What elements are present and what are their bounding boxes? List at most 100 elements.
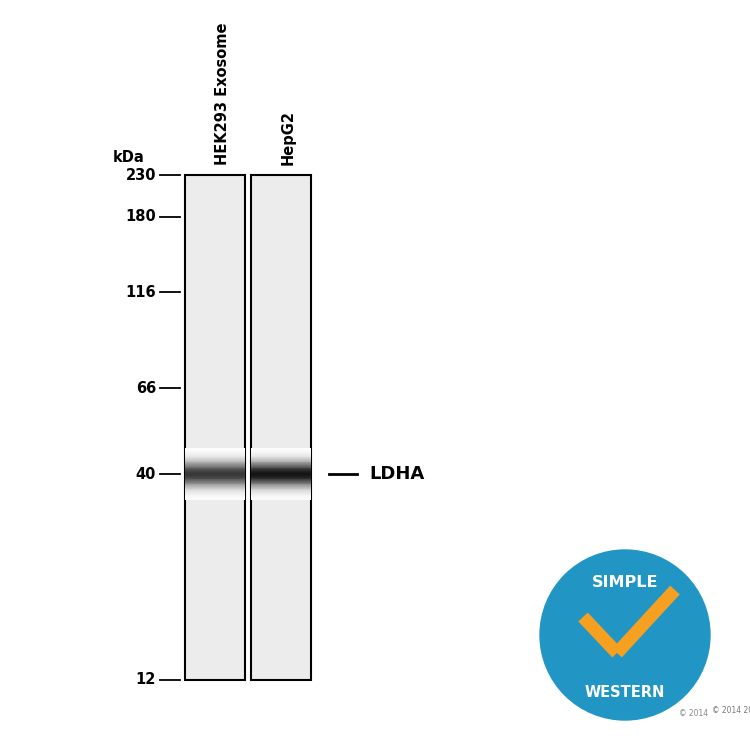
Bar bbox=[251, 455, 311, 456]
Bar bbox=[185, 465, 245, 466]
Bar bbox=[251, 465, 311, 466]
Bar bbox=[185, 492, 245, 493]
Bar bbox=[251, 448, 311, 449]
Bar bbox=[185, 495, 245, 496]
Bar bbox=[185, 479, 245, 480]
Bar bbox=[185, 482, 245, 483]
Text: 40: 40 bbox=[136, 466, 156, 482]
Bar bbox=[185, 466, 245, 467]
Text: 230: 230 bbox=[125, 167, 156, 182]
Bar bbox=[251, 464, 311, 465]
Bar bbox=[185, 472, 245, 473]
Bar bbox=[251, 456, 311, 457]
Bar bbox=[251, 493, 311, 494]
Bar bbox=[251, 499, 311, 500]
Bar bbox=[251, 467, 311, 469]
Bar bbox=[185, 476, 245, 477]
Bar bbox=[185, 498, 245, 499]
Bar bbox=[185, 449, 245, 450]
Bar bbox=[185, 471, 245, 472]
Bar bbox=[251, 486, 311, 487]
Bar bbox=[251, 496, 311, 497]
Bar bbox=[185, 478, 245, 479]
Bar bbox=[251, 476, 311, 477]
Bar bbox=[185, 458, 245, 459]
Bar bbox=[251, 458, 311, 459]
Bar bbox=[251, 466, 311, 467]
Bar bbox=[251, 482, 311, 483]
Bar bbox=[185, 455, 245, 456]
Bar bbox=[251, 457, 311, 458]
Polygon shape bbox=[578, 613, 622, 658]
Bar bbox=[251, 472, 311, 473]
Bar bbox=[185, 473, 245, 474]
Bar bbox=[185, 496, 245, 497]
Bar bbox=[185, 453, 245, 454]
Bar bbox=[251, 479, 311, 480]
Bar bbox=[251, 483, 311, 484]
Bar bbox=[185, 494, 245, 495]
Bar bbox=[251, 452, 311, 453]
Bar bbox=[185, 175, 245, 680]
Bar bbox=[251, 494, 311, 495]
Bar bbox=[185, 474, 245, 476]
Bar bbox=[251, 453, 311, 454]
Text: 180: 180 bbox=[125, 209, 156, 224]
Bar bbox=[185, 480, 245, 481]
Bar bbox=[185, 493, 245, 494]
Bar bbox=[185, 457, 245, 458]
Bar bbox=[185, 497, 245, 498]
Bar bbox=[251, 492, 311, 493]
Bar bbox=[185, 486, 245, 487]
Text: HEK293 Exosome: HEK293 Exosome bbox=[215, 22, 230, 165]
Bar bbox=[185, 488, 245, 490]
Bar bbox=[185, 490, 245, 491]
Bar bbox=[251, 450, 311, 451]
Bar bbox=[251, 175, 311, 680]
Bar bbox=[185, 452, 245, 453]
Text: 116: 116 bbox=[125, 284, 156, 299]
Bar bbox=[251, 488, 311, 490]
Bar bbox=[251, 484, 311, 485]
Bar bbox=[251, 449, 311, 450]
Bar bbox=[251, 473, 311, 474]
Bar bbox=[185, 491, 245, 492]
Bar bbox=[185, 477, 245, 478]
Bar bbox=[251, 469, 311, 470]
Bar bbox=[185, 464, 245, 465]
Bar bbox=[251, 498, 311, 499]
Bar bbox=[251, 491, 311, 492]
Bar bbox=[251, 485, 311, 486]
Bar bbox=[185, 469, 245, 470]
Bar bbox=[251, 459, 311, 460]
Bar bbox=[251, 471, 311, 472]
Bar bbox=[185, 499, 245, 500]
Bar bbox=[185, 451, 245, 452]
Bar bbox=[251, 462, 311, 463]
Bar bbox=[251, 460, 311, 462]
Bar bbox=[185, 484, 245, 485]
Bar bbox=[185, 470, 245, 471]
Bar bbox=[185, 459, 245, 460]
Text: © 2014 2014: © 2014 2014 bbox=[712, 706, 750, 715]
Polygon shape bbox=[612, 586, 680, 658]
Text: LDHA: LDHA bbox=[369, 465, 424, 483]
Bar bbox=[251, 451, 311, 452]
Bar bbox=[185, 448, 245, 449]
Bar bbox=[251, 470, 311, 471]
Bar bbox=[185, 481, 245, 482]
Bar bbox=[251, 497, 311, 498]
Circle shape bbox=[540, 550, 710, 720]
Bar bbox=[185, 450, 245, 451]
Text: WESTERN: WESTERN bbox=[585, 686, 665, 700]
Bar bbox=[185, 456, 245, 457]
Bar bbox=[185, 483, 245, 484]
Bar bbox=[251, 478, 311, 479]
Text: kDa: kDa bbox=[113, 149, 145, 164]
Bar bbox=[251, 490, 311, 491]
Text: SIMPLE: SIMPLE bbox=[592, 574, 658, 590]
Bar bbox=[185, 463, 245, 464]
Bar bbox=[251, 487, 311, 488]
Bar bbox=[251, 463, 311, 464]
Bar bbox=[185, 462, 245, 463]
